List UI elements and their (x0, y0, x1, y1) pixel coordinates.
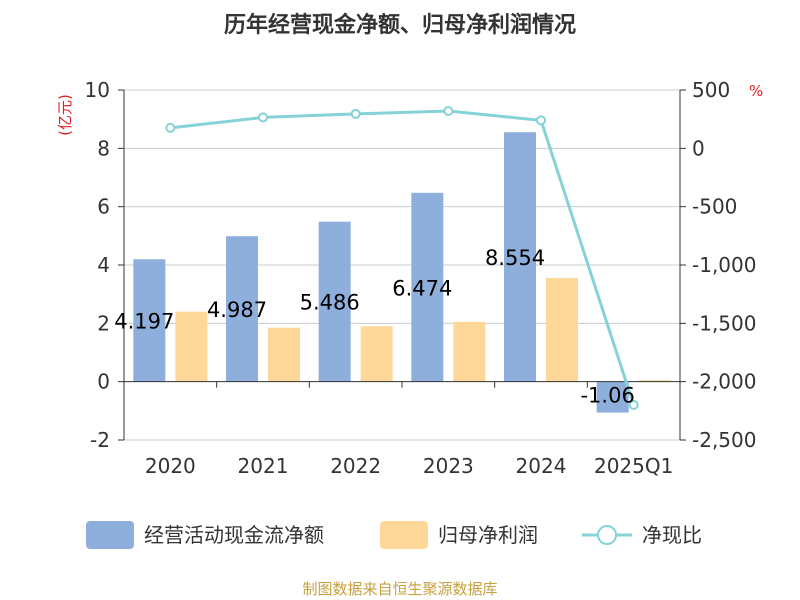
axes: -2 0 2 4 6 8 10 -2,500 -2,000 -1,500 -1,000 -500 0 50… (85, 78, 757, 478)
left-tick-label: 0 (97, 370, 110, 394)
x-tick-label: 2025Q1 (594, 454, 673, 478)
right-tick-label: -500 (692, 195, 737, 219)
right-axis-unit: % (749, 82, 763, 100)
gridlines (124, 89, 680, 441)
legend-label: 经营活动现金流净额 (144, 523, 324, 547)
data-labels: 4.197 4.987 5.486 6.474 8.554 -1.06 (114, 246, 635, 408)
legend-marker (597, 525, 617, 545)
right-tick-label: 500 (692, 78, 730, 102)
x-tick-label: 2020 (145, 454, 196, 478)
data-label: 4.987 (207, 298, 267, 322)
x-tick-label: 2022 (330, 454, 381, 478)
bars (133, 132, 671, 413)
ratio-point (443, 106, 454, 116)
bar-netprofit (546, 278, 578, 382)
ratio-point (350, 108, 361, 119)
bar-cashflow (226, 236, 258, 382)
right-tick-label: -2,500 (692, 428, 756, 452)
legend-label: 净现比 (642, 523, 702, 547)
right-tick-label: -2,000 (692, 370, 756, 394)
ratio-point (258, 112, 268, 123)
bar-cashflow (133, 259, 166, 382)
ratio-point (628, 400, 639, 410)
bar-netprofit (268, 327, 300, 382)
ratio-point (165, 122, 176, 133)
x-tick-label: 2024 (516, 454, 567, 478)
bar-cashflow (596, 381, 629, 413)
left-tick-label: 4 (97, 253, 110, 277)
bar-netprofit (175, 311, 208, 382)
ratio-line-path (170, 109, 636, 406)
legend-label: 归母净利润 (438, 523, 538, 547)
left-axis-unit: (亿元) (56, 94, 74, 136)
bar-netprofit (360, 326, 393, 382)
legend-swatch (86, 521, 134, 549)
ratio-line (165, 106, 639, 410)
bar-netprofit (453, 321, 486, 382)
legend-swatch (380, 521, 428, 549)
left-tick-label: 8 (97, 136, 110, 160)
data-label: 5.486 (300, 291, 360, 315)
left-tick-label: 6 (97, 195, 110, 219)
source-note: 制图数据来自恒生聚源数据库 (302, 580, 497, 598)
right-tick-label: 0 (692, 136, 705, 160)
bar-cashflow (504, 132, 536, 382)
bar-netprofit (638, 380, 671, 382)
x-tick-label: 2023 (423, 454, 474, 478)
left-tick-label: 10 (85, 78, 110, 102)
bar-cashflow (411, 192, 444, 382)
chart-title: 历年经营现金净额、归母净利润情况 (224, 12, 576, 38)
bar-cashflow (318, 221, 351, 382)
data-label: 4.197 (114, 309, 174, 333)
legend: 经营活动现金流净额 归母净利润 净现比 (86, 521, 702, 549)
left-tick-label: 2 (97, 311, 110, 335)
left-tick-label: -2 (90, 428, 110, 452)
right-tick-label: -1,500 (692, 311, 756, 335)
data-label: -1.06 (580, 384, 634, 408)
right-tick-label: -1,000 (692, 253, 756, 277)
ratio-point (536, 115, 546, 126)
data-label: 6.474 (392, 276, 452, 300)
x-tick-label: 2021 (238, 454, 289, 478)
data-label: 8.554 (485, 246, 545, 270)
